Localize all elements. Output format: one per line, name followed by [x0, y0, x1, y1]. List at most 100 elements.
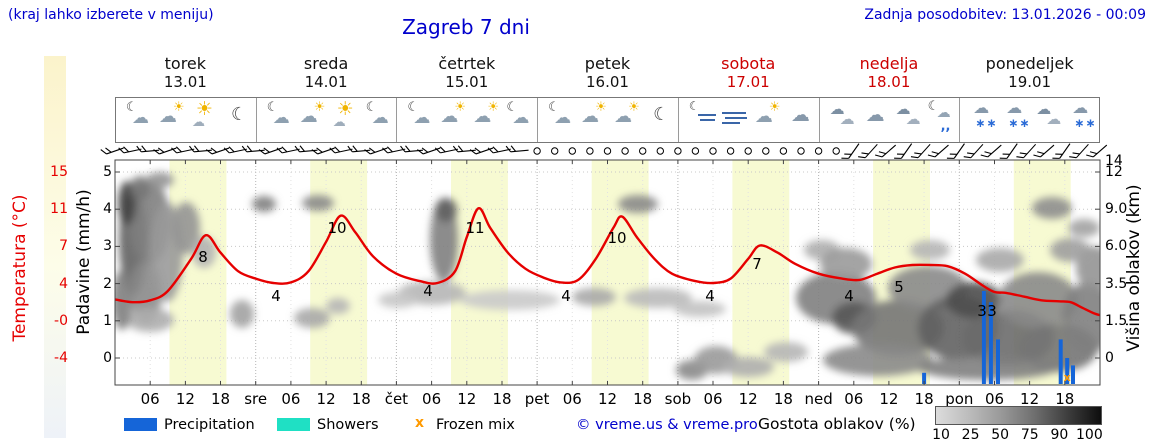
temperature-tick: -0 [54, 312, 68, 329]
weather-icon-cloud-sun: ☀ ☁ [613, 100, 643, 142]
hour-label: 06 [984, 390, 1005, 408]
last-updated: Zadnja posodobitev: 13.01.2026 - 00:09 [864, 7, 1146, 23]
cloud-height-tick: 14 [1105, 153, 1123, 169]
cloud-icon: ☁ [936, 105, 951, 121]
frozen-mix-icon: x [415, 415, 425, 431]
weather-icon-moon: ☾ [646, 100, 676, 142]
day-separator [818, 98, 820, 142]
cloud-icon: ☁ [1046, 110, 1062, 128]
sun-icon: ☀ [313, 100, 326, 115]
hour-label: 18 [633, 390, 653, 408]
wind-line-icon [697, 114, 716, 116]
temperature-value-label: 4 [705, 287, 715, 305]
weather-icon-clouds: ☁ ☁ [1035, 100, 1065, 142]
cloud-icon: ☁ [473, 106, 492, 127]
frozen-mix-marker: x [1064, 371, 1071, 384]
cloud-icon: ☁ [973, 98, 990, 117]
precipitation-bars-layer [922, 291, 1075, 384]
temperature-tick: 15 [50, 164, 68, 180]
hour-label: 12 [879, 390, 899, 408]
day-date: 13.01 [163, 73, 207, 91]
precipitation-label: Precipitation [164, 417, 255, 433]
hour-label: 18 [1055, 390, 1075, 408]
cloud-icon: ☁ [865, 104, 885, 126]
weather-icon-sun-cloud: ☀ ☁ [191, 100, 221, 142]
moon-icon: ☾ [506, 100, 519, 115]
wind-line-icon [724, 117, 747, 119]
cloud-density-gradient [935, 406, 1102, 425]
cloud-height-tick: 6.0 [1105, 238, 1128, 255]
cloud-density-tick: 90 [1050, 427, 1069, 443]
sun-icon: ☀ [487, 100, 500, 115]
precip-tick: 3 [103, 238, 112, 255]
temperature-colorbar [44, 56, 66, 438]
moon-icon: ☾ [688, 99, 700, 113]
sun-icon: ☀ [768, 100, 781, 115]
moon-icon: ☾ [126, 100, 138, 115]
cloud-icon: ☁ [440, 106, 459, 127]
weather-icon-moon-wind: ☾ [688, 100, 718, 142]
moon-icon: ☾ [653, 104, 670, 125]
wind-line-icon [721, 122, 740, 124]
day-name: petek [584, 54, 631, 73]
day-separator [255, 98, 257, 142]
copyright-link[interactable]: © vreme.us & vreme.pro [576, 417, 758, 433]
day-date: 15.01 [445, 73, 489, 91]
cloud-density-tick: 75 [1020, 427, 1039, 443]
cloud-icon: ☁ [554, 108, 572, 128]
cloud-icon: ☁ [754, 106, 773, 127]
sun-icon: ☀ [173, 100, 185, 115]
weather-icon-moon: ☾ [224, 100, 254, 142]
drizzle-icon: ,, [940, 119, 951, 134]
cloud-icon: ☁ [895, 100, 911, 118]
hour-label: 06 [703, 390, 723, 408]
weather-icon-cloud-sun: ☀ ☁ [439, 100, 469, 142]
day-abbr: pon [945, 390, 974, 408]
temperature-value-label: 4 [844, 287, 854, 305]
cloud-icon: ☁ [1006, 98, 1023, 117]
wind-barbs-layer [100, 143, 1108, 159]
cloud-density-tick: 50 [991, 427, 1010, 443]
weather-icon-moon-cloud: ☾ ☁ [365, 100, 395, 142]
day-name: sobota [721, 54, 776, 73]
cloud-icon: ☁ [1072, 98, 1089, 117]
day-separator [959, 98, 961, 142]
temperature-value-label: 4 [423, 282, 433, 300]
temperature-value-label: 4 [561, 287, 571, 305]
moon-icon: ☾ [365, 100, 378, 115]
temperature-tick: 7 [59, 238, 68, 255]
hour-label: 12 [175, 390, 195, 408]
cloud-density-label: Gostota oblakov (%) [758, 415, 916, 433]
cloud-height-tick: 9.0 [1105, 201, 1128, 218]
cloud-icon: ☁ [192, 115, 205, 130]
temperature-value-label: 3 [977, 302, 987, 320]
cloud-icon: ☁ [790, 104, 810, 126]
day-date: 17.01 [726, 73, 770, 91]
moon-icon: ☾ [927, 99, 940, 114]
cloud-icon: ☁ [581, 106, 600, 127]
precip-tick: 0 [103, 350, 112, 366]
cloud-icon: ☁ [371, 108, 389, 128]
day-date: 18.01 [867, 73, 911, 91]
hour-label: 12 [457, 390, 477, 408]
weather-icon-cloud-sun: ☀ ☁ [754, 100, 784, 142]
sun-icon: ☀ [454, 100, 467, 115]
cloud-icon: ☁ [1036, 100, 1052, 118]
weather-icon-moon-cloud: ☾ ☁ [547, 100, 577, 142]
menu-hint: (kraj lahko izberete v meniju) [8, 7, 214, 23]
showers-label: Showers [317, 417, 379, 433]
temperature-value-label: 10 [607, 229, 627, 247]
cloud-icon: ☁ [839, 110, 855, 128]
hour-label: 06 [281, 390, 301, 408]
day-name: torek [164, 54, 207, 73]
weather-icon-sun-cloud: ☀ ☁ [332, 100, 362, 142]
hour-label: 12 [1020, 390, 1040, 408]
hour-label: 18 [914, 390, 934, 408]
temperature-curve [114, 207, 1101, 317]
temperature-tick: 4 [59, 275, 68, 292]
frozen-mix-label: Frozen mix [436, 417, 515, 433]
day-name: četrtek [438, 54, 496, 73]
weather-icon-clouds: ☁ ☁ [829, 100, 859, 142]
weather-icon-cloud-sun: ☀ ☁ [580, 100, 610, 142]
